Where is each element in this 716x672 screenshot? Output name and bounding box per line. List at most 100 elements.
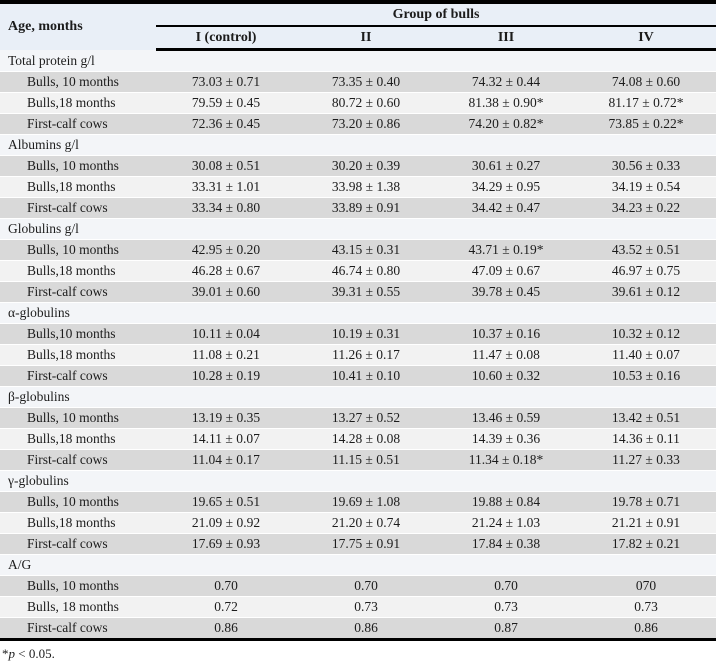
value-cell: 74.20 ± 0.82* xyxy=(436,113,576,135)
value-cell: 34.23 ± 0.22 xyxy=(576,197,716,219)
value-cell: 0.73 xyxy=(576,596,716,618)
table-row: First-calf cows 10.28 ± 0.19 10.41 ± 0.10 1… xyxy=(0,365,716,387)
value-cell: 73.20 ± 0.86 xyxy=(296,113,436,135)
table-row: Bulls,18 months 14.11 ± 0.07 14.28 ± 0.08 1… xyxy=(0,428,716,450)
value-cell: 17.75 ± 0.91 xyxy=(296,533,436,555)
table-row: Bulls, 10 months 19.65 ± 0.51 19.69 ± 1.08… xyxy=(0,491,716,513)
section-row: Globulins g/l xyxy=(0,218,716,240)
value-cell: 10.53 ± 0.16 xyxy=(576,365,716,387)
value-cell: 0.70 xyxy=(296,575,436,597)
value-cell: 0.72 xyxy=(156,596,296,618)
table-row: Bulls,18 months 79.59 ± 0.45 80.72 ± 0.60 8… xyxy=(0,92,716,114)
value-cell: 11.47 ± 0.08 xyxy=(436,344,576,366)
value-cell: 0.73 xyxy=(436,596,576,618)
row-label: Bulls,10 months xyxy=(0,323,156,345)
section-row: β-globulins xyxy=(0,386,716,408)
header-row-group: Age, months Group of bulls xyxy=(0,2,716,50)
value-cell: 19.65 ± 0.51 xyxy=(156,491,296,513)
value-cell: 33.34 ± 0.80 xyxy=(156,197,296,219)
column-header-1: I (control) xyxy=(156,26,296,51)
footnote-p-symbol: p xyxy=(8,646,16,661)
value-cell: 74.32 ± 0.44 xyxy=(436,71,576,93)
value-cell: 73.03 ± 0.71 xyxy=(156,71,296,93)
value-cell: 19.88 ± 0.84 xyxy=(436,491,576,513)
value-cell: 13.19 ± 0.35 xyxy=(156,407,296,429)
value-cell: 33.98 ± 1.38 xyxy=(296,176,436,198)
section-row: Albumins g/l xyxy=(0,134,716,156)
section-label: Total protein g/l xyxy=(0,49,716,72)
value-cell: 11.34 ± 0.18* xyxy=(436,449,576,471)
value-cell: 47.09 ± 0.67 xyxy=(436,260,576,282)
value-cell: 11.26 ± 0.17 xyxy=(296,344,436,366)
footnote-marker: * xyxy=(2,646,9,661)
row-label: First-calf cows xyxy=(0,113,156,135)
value-cell: 34.29 ± 0.95 xyxy=(436,176,576,198)
value-cell: 39.01 ± 0.60 xyxy=(156,281,296,303)
section-row: A/G xyxy=(0,554,716,576)
row-label: Bulls,18 months xyxy=(0,260,156,282)
value-cell: 43.15 ± 0.31 xyxy=(296,239,436,261)
value-cell: 33.31 ± 1.01 xyxy=(156,176,296,198)
table-row: Bulls,10 months 10.11 ± 0.04 10.19 ± 0.31 1… xyxy=(0,323,716,345)
value-cell: 46.74 ± 0.80 xyxy=(296,260,436,282)
row-label: First-calf cows xyxy=(0,617,156,640)
section-label: A/G xyxy=(0,554,716,576)
table-row: Bulls, 10 months 30.08 ± 0.51 30.20 ± 0.39… xyxy=(0,155,716,177)
value-cell: 74.08 ± 0.60 xyxy=(576,71,716,93)
row-label: Bulls,18 months xyxy=(0,176,156,198)
value-cell: 0.73 xyxy=(296,596,436,618)
value-cell: 19.69 ± 1.08 xyxy=(296,491,436,513)
value-cell: 30.08 ± 0.51 xyxy=(156,155,296,177)
value-cell: 46.97 ± 0.75 xyxy=(576,260,716,282)
value-cell: 17.69 ± 0.93 xyxy=(156,533,296,555)
section-row: Total protein g/l xyxy=(0,49,716,72)
row-label: First-calf cows xyxy=(0,365,156,387)
table-row: Bulls, 10 months 13.19 ± 0.35 13.27 ± 0.52… xyxy=(0,407,716,429)
value-cell: 21.24 ± 1.03 xyxy=(436,512,576,534)
value-cell: 79.59 ± 0.45 xyxy=(156,92,296,114)
value-cell: 0.86 xyxy=(576,617,716,640)
value-cell: 30.61 ± 0.27 xyxy=(436,155,576,177)
value-cell: 10.41 ± 0.10 xyxy=(296,365,436,387)
value-cell: 17.82 ± 0.21 xyxy=(576,533,716,555)
table-row: Bulls, 10 months 0.70 0.70 0.70 070 xyxy=(0,575,716,597)
table-row: Bulls, 10 months 73.03 ± 0.71 73.35 ± 0.40… xyxy=(0,71,716,93)
value-cell: 34.42 ± 0.47 xyxy=(436,197,576,219)
table-row: First-calf cows 17.69 ± 0.93 17.75 ± 0.91 1… xyxy=(0,533,716,555)
value-cell: 21.09 ± 0.92 xyxy=(156,512,296,534)
value-cell: 43.52 ± 0.51 xyxy=(576,239,716,261)
value-cell: 39.31 ± 0.55 xyxy=(296,281,436,303)
group-of-bulls-header: Group of bulls xyxy=(156,2,716,27)
section-label: β-globulins xyxy=(0,386,716,408)
value-cell: 10.28 ± 0.19 xyxy=(156,365,296,387)
row-label: Bulls, 10 months xyxy=(0,491,156,513)
row-label: Bulls, 10 months xyxy=(0,407,156,429)
value-cell: 0.70 xyxy=(436,575,576,597)
section-label: γ-globulins xyxy=(0,470,716,492)
table-row: First-calf cows 11.04 ± 0.17 11.15 ± 0.51 1… xyxy=(0,449,716,471)
value-cell: 81.38 ± 0.90* xyxy=(436,92,576,114)
section-label: α-globulins xyxy=(0,302,716,324)
section-label: Albumins g/l xyxy=(0,134,716,156)
row-label: First-calf cows xyxy=(0,533,156,555)
value-cell: 21.21 ± 0.91 xyxy=(576,512,716,534)
value-cell: 0.86 xyxy=(156,617,296,640)
row-label: First-calf cows xyxy=(0,281,156,303)
column-header-2: II xyxy=(296,26,436,51)
value-cell: 46.28 ± 0.67 xyxy=(156,260,296,282)
table-row: First-calf cows 39.01 ± 0.60 39.31 ± 0.55 3… xyxy=(0,281,716,303)
header-row-columns: I (control) II III IV xyxy=(0,26,716,51)
value-cell: 39.78 ± 0.45 xyxy=(436,281,576,303)
value-cell: 11.40 ± 0.07 xyxy=(576,344,716,366)
value-cell: 10.32 ± 0.12 xyxy=(576,323,716,345)
value-cell: 30.20 ± 0.39 xyxy=(296,155,436,177)
row-label: First-calf cows xyxy=(0,449,156,471)
value-cell: 14.39 ± 0.36 xyxy=(436,428,576,450)
value-cell: 73.35 ± 0.40 xyxy=(296,71,436,93)
significance-footnote: *p < 0.05. xyxy=(0,641,716,662)
value-cell: 0.87 xyxy=(436,617,576,640)
column-header-3: III xyxy=(436,26,576,51)
row-label: Bulls, 18 months xyxy=(0,596,156,618)
section-row: α-globulins xyxy=(0,302,716,324)
